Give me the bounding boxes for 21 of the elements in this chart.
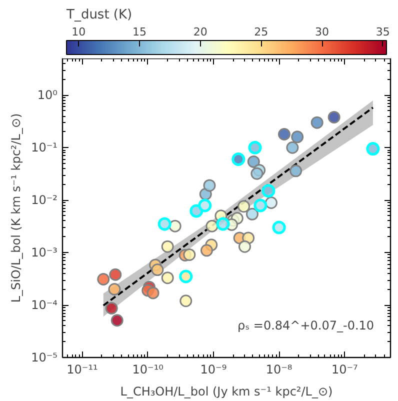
x-tick-label: 10⁻⁷	[331, 362, 358, 376]
color-bar-label: 25	[254, 26, 268, 38]
color-bar-label: 15	[132, 26, 147, 38]
color-bar-label: 20	[193, 26, 208, 38]
x-tick-label: 10⁻¹¹	[66, 362, 98, 376]
color-bar-label: 30	[315, 26, 330, 38]
y-tick-label: 10⁻⁴	[31, 298, 58, 312]
y-tick-label: 10⁻²	[31, 193, 58, 208]
y-tick-label: 10⁻⁵	[31, 350, 58, 364]
x-tick-label: 10⁻⁹	[200, 362, 227, 376]
color-bar-title: T_dust (K)	[66, 8, 132, 22]
x-tick-label: 10⁻¹⁰	[132, 362, 164, 376]
annotation: ρₛ =0.84^+0.07_-0.10	[238, 318, 374, 332]
y-tick-label: 10⁻¹	[31, 140, 58, 155]
y-axis-title: L_SiO/L_bol (K km s⁻¹ kpc²/L_⊙)	[9, 113, 24, 303]
y-tick-label: 10⁻³	[31, 246, 58, 260]
y-tick-label: 10⁰	[37, 88, 58, 102]
color-bar-label: 10	[72, 26, 86, 38]
x-tick-label: 10⁻⁸	[266, 362, 292, 376]
color-bar-label: 35	[376, 26, 390, 38]
x-axis-title: L_CH₃OH/L_bol (Jy km s⁻¹ kpc²/L_⊙)	[120, 384, 333, 398]
